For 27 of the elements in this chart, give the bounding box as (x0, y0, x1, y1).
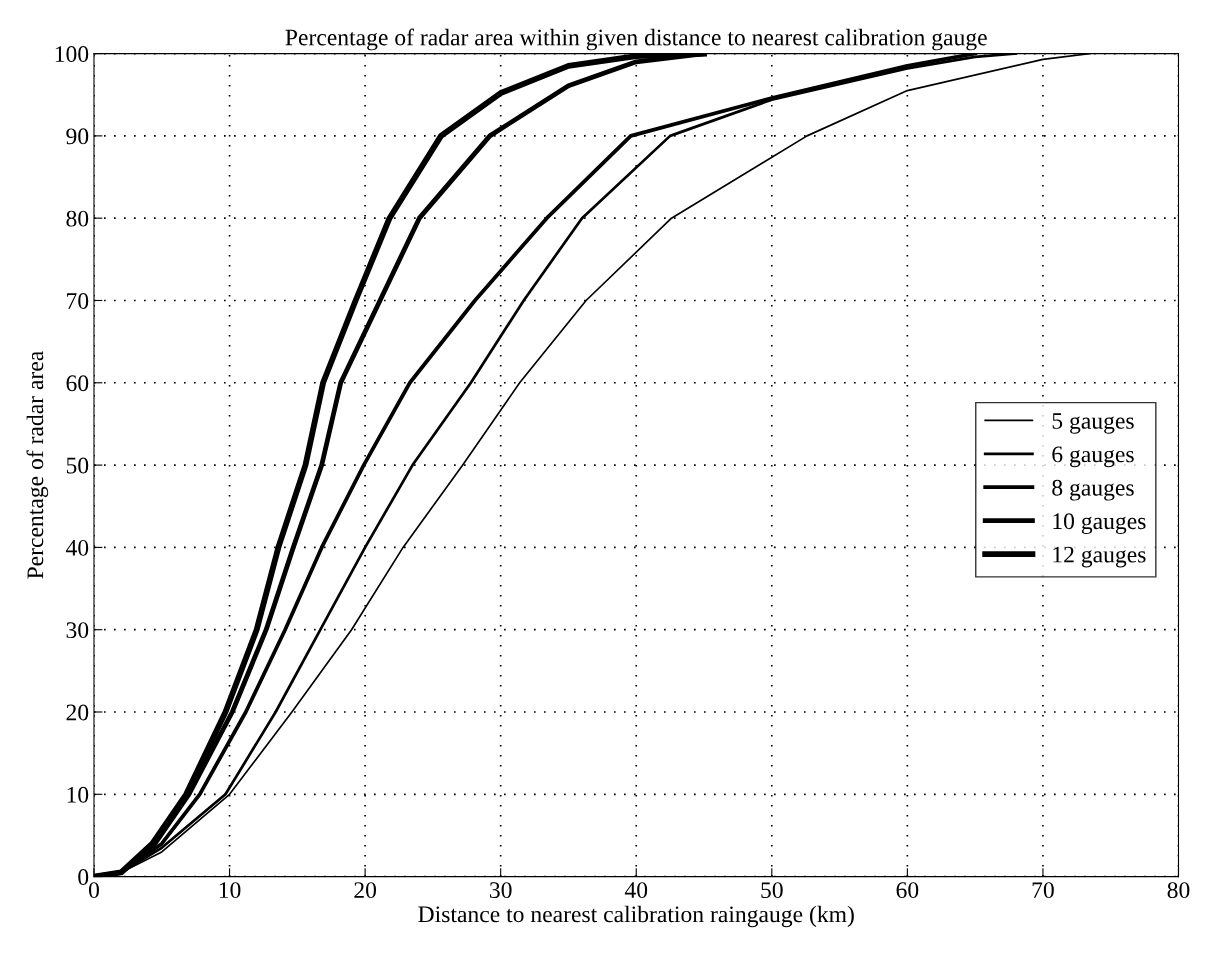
y-tick-label: 50 (66, 457, 89, 474)
y-tick-label: 90 (66, 128, 89, 145)
y-tick-label: 70 (67, 292, 89, 309)
x-tick-label: 40 (624, 882, 648, 899)
y-tick-label: 0 (78, 869, 89, 886)
legend-label: 10 gauges (1053, 513, 1146, 535)
x-axis-title: Distance to nearest calibration raingauge (km) (418, 905, 854, 928)
y-tick-label: 20 (66, 704, 89, 721)
x-tick-label: 10 (219, 882, 241, 899)
x-tick-label: 80 (1167, 882, 1190, 899)
y-tick-label: 100 (55, 46, 89, 62)
legend-label: 6 gauges (1052, 446, 1134, 468)
x-tick-label: 20 (354, 882, 377, 899)
chart-title: Percentage of radar area within given distance to nearest calibration gauge (285, 28, 987, 51)
y-tick-label: 80 (66, 210, 89, 227)
x-tick-label: 70 (1032, 882, 1054, 899)
y-tick-label: 10 (67, 786, 89, 803)
legend-label: 5 gauges (1052, 413, 1134, 434)
y-axis-title: Percentage of radar area (26, 351, 49, 579)
legend-label: 8 gauges (1052, 479, 1134, 501)
x-tick-label: 50 (761, 882, 783, 899)
y-tick-label: 60 (66, 375, 89, 392)
y-tick-label: 30 (66, 622, 89, 639)
y-tick-label: 40 (65, 539, 89, 556)
x-tick-label: 30 (490, 882, 512, 899)
legend-label: 12 gauges (1053, 546, 1146, 568)
x-tick-label: 60 (896, 882, 919, 899)
